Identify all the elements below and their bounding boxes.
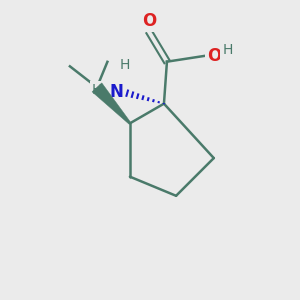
Text: H: H — [120, 58, 130, 72]
Text: H: H — [92, 83, 102, 98]
Text: N: N — [110, 83, 123, 101]
Text: O: O — [142, 12, 156, 30]
Text: H: H — [222, 43, 233, 57]
Text: O: O — [207, 47, 222, 65]
Polygon shape — [92, 83, 131, 124]
